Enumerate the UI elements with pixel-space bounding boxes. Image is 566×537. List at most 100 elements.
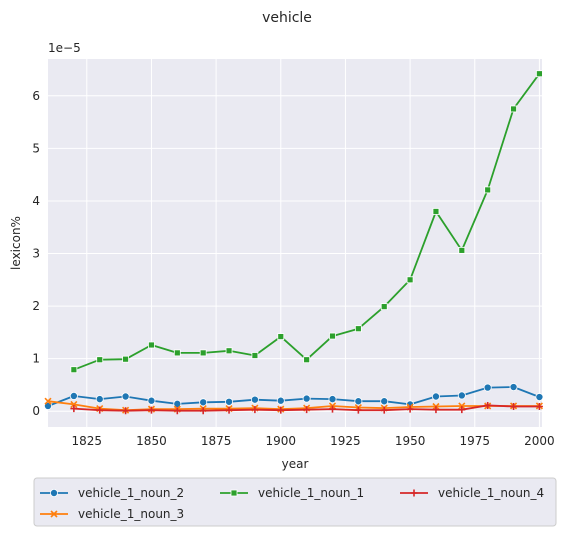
data-point bbox=[122, 407, 130, 415]
data-point bbox=[70, 366, 78, 374]
y-tick-label: 1 bbox=[32, 352, 40, 366]
data-point bbox=[173, 407, 181, 415]
data-point bbox=[122, 355, 129, 363]
x-tick-label: 1850 bbox=[136, 434, 167, 448]
data-point bbox=[147, 396, 156, 405]
data-point bbox=[354, 325, 362, 333]
legend: vehicle_1_noun_2 vehicle_1_noun_3 vehicle_… bbox=[33, 477, 557, 527]
y-tick-label: 3 bbox=[32, 247, 40, 261]
data-point bbox=[458, 246, 466, 254]
data-point bbox=[302, 394, 311, 403]
data-point bbox=[483, 383, 492, 392]
data-point bbox=[276, 396, 285, 405]
x-tick-label: 1825 bbox=[72, 434, 103, 448]
legend-frame bbox=[33, 477, 557, 527]
data-point bbox=[70, 405, 78, 413]
data-point bbox=[484, 186, 492, 194]
data-point bbox=[251, 406, 259, 414]
data-point bbox=[510, 105, 517, 113]
data-point bbox=[484, 401, 492, 409]
x-tick-label: 1900 bbox=[266, 434, 297, 448]
plot-area bbox=[48, 59, 542, 427]
data-point bbox=[457, 391, 466, 400]
data-point bbox=[95, 395, 104, 404]
data-point bbox=[431, 392, 440, 401]
data-point bbox=[303, 356, 311, 364]
data-point bbox=[432, 208, 440, 215]
data-point bbox=[225, 406, 233, 414]
legend-entry: vehicle_1_noun_3 bbox=[40, 507, 184, 521]
data-point bbox=[328, 395, 337, 404]
data-point bbox=[509, 383, 518, 392]
data-point bbox=[148, 341, 155, 349]
chart-title: vehicle bbox=[262, 10, 312, 26]
data-point bbox=[380, 406, 388, 414]
x-tick-label: 1975 bbox=[459, 434, 490, 448]
series-layer bbox=[44, 70, 544, 415]
data-point bbox=[69, 391, 78, 400]
data-point bbox=[199, 407, 207, 415]
data-point bbox=[277, 333, 285, 340]
legend-entry: vehicle_1_noun_1 bbox=[220, 486, 364, 500]
data-point bbox=[121, 392, 130, 401]
y-tick-label: 6 bbox=[32, 89, 40, 103]
grid-lines bbox=[48, 59, 542, 427]
data-point bbox=[44, 397, 52, 405]
data-point bbox=[329, 405, 337, 413]
series-vehicle_1_noun_4 bbox=[70, 401, 543, 415]
data-point bbox=[225, 347, 233, 355]
series-line bbox=[47, 386, 540, 407]
series-vehicle_1_noun_1 bbox=[70, 70, 543, 374]
data-point bbox=[70, 400, 78, 408]
data-point bbox=[380, 397, 389, 406]
x-tick-label: 2000 bbox=[524, 434, 555, 448]
legend-entry: vehicle_1_noun_2 bbox=[40, 486, 184, 500]
data-point bbox=[96, 356, 104, 364]
data-point bbox=[536, 70, 543, 78]
data-point bbox=[329, 332, 336, 340]
data-point bbox=[354, 397, 363, 406]
data-point bbox=[380, 303, 388, 311]
data-point bbox=[225, 397, 234, 406]
x-tick-labels: 1825 1850 1875 1900 1925 1950 1975 2000 bbox=[72, 434, 555, 448]
data-point bbox=[44, 401, 53, 410]
data-point bbox=[50, 510, 58, 518]
data-point bbox=[535, 393, 544, 402]
legend-label: vehicle_1_noun_3 bbox=[78, 507, 184, 521]
x-tick-label: 1950 bbox=[395, 434, 426, 448]
data-point bbox=[147, 406, 155, 414]
data-point bbox=[277, 406, 285, 414]
legend-label: vehicle_1_noun_1 bbox=[258, 486, 364, 500]
legend-entry: vehicle_1_noun_4 bbox=[400, 486, 544, 500]
data-point bbox=[50, 488, 59, 497]
y-offset-label: 1e−5 bbox=[48, 41, 81, 55]
x-tick-label: 1875 bbox=[201, 434, 232, 448]
data-point bbox=[251, 352, 259, 359]
data-point bbox=[406, 276, 414, 284]
y-tick-label: 4 bbox=[32, 194, 40, 208]
x-axis-label: year bbox=[282, 457, 309, 471]
legend-label: vehicle_1_noun_4 bbox=[438, 486, 544, 500]
data-point bbox=[303, 406, 311, 414]
x-tick-label: 1925 bbox=[330, 434, 361, 448]
data-point bbox=[230, 489, 238, 497]
data-point bbox=[96, 406, 104, 414]
data-point bbox=[432, 406, 440, 414]
data-point bbox=[199, 349, 207, 357]
data-point bbox=[510, 402, 518, 410]
data-point bbox=[250, 395, 259, 404]
y-tick-label: 0 bbox=[32, 404, 40, 418]
data-point bbox=[458, 406, 466, 414]
legend-label: vehicle_1_noun_2 bbox=[78, 486, 184, 500]
y-tick-label: 2 bbox=[32, 299, 40, 313]
y-tick-labels: 0 1 2 3 4 5 6 bbox=[32, 89, 40, 418]
data-point bbox=[199, 398, 208, 407]
data-point bbox=[535, 402, 543, 410]
y-axis-label: lexicon% bbox=[9, 216, 23, 270]
data-point bbox=[173, 349, 181, 357]
data-point bbox=[354, 406, 362, 414]
series-vehicle_1_noun_2 bbox=[44, 383, 544, 410]
data-point bbox=[406, 405, 414, 413]
data-point bbox=[458, 402, 466, 410]
